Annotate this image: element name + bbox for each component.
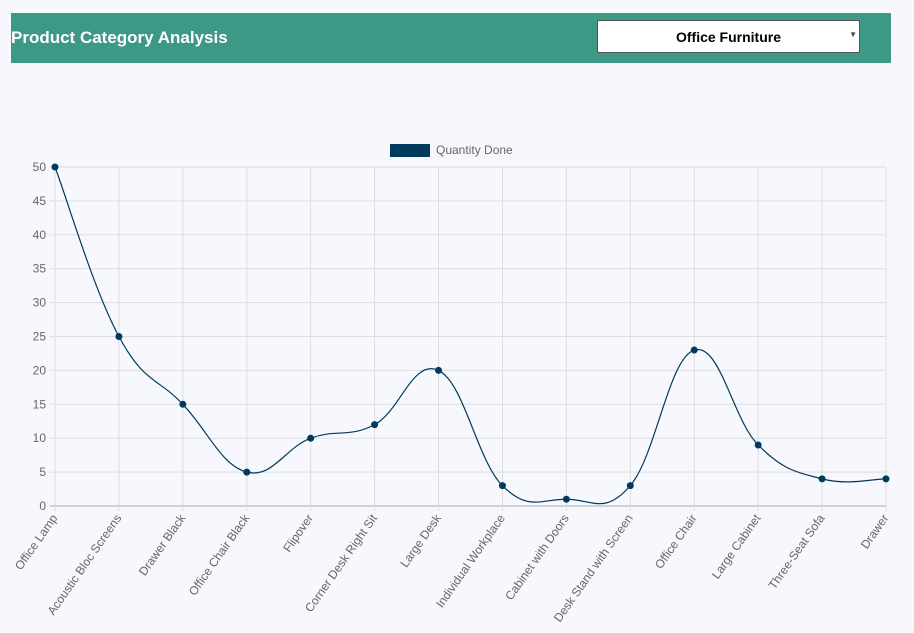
- category-select-value: Office Furniture: [675, 29, 781, 45]
- legend-swatch: [390, 144, 430, 157]
- y-tick-label: 10: [33, 431, 47, 445]
- x-tick-label: Acoustic Bloc Screens: [44, 512, 124, 618]
- y-tick-label: 5: [39, 465, 46, 479]
- data-point[interactable]: [371, 421, 379, 429]
- y-tick-label: 30: [33, 296, 47, 310]
- chevron-down-icon: ▼: [849, 30, 857, 39]
- data-point[interactable]: [562, 495, 570, 503]
- x-tick-label: Large Cabinet: [709, 511, 764, 581]
- x-tick-label: Individual Workplace: [433, 511, 508, 610]
- x-tick-label: Corner Desk Right Sit: [302, 511, 380, 615]
- y-tick-label: 25: [33, 330, 47, 344]
- x-tick-label: Large Desk: [397, 511, 444, 570]
- y-tick-label: 15: [33, 397, 47, 411]
- data-point[interactable]: [51, 163, 59, 171]
- data-point[interactable]: [498, 482, 506, 490]
- data-point[interactable]: [754, 441, 762, 449]
- x-tick-label: Office Lamp: [12, 511, 61, 572]
- series-line-quantity-done: [54, 166, 887, 505]
- y-tick-label: 45: [33, 194, 47, 208]
- x-tick-label: Flipover: [280, 512, 316, 555]
- data-point[interactable]: [435, 366, 443, 374]
- category-select[interactable]: Office Furniture ▼: [597, 20, 860, 53]
- x-tick-label: Three-Seat Sofa: [766, 511, 828, 591]
- x-tick-label: Drawer Black: [136, 511, 189, 578]
- data-point[interactable]: [818, 475, 826, 483]
- legend[interactable]: Quantity Done: [390, 143, 513, 157]
- x-tick-label: Cabinet with Doors: [502, 512, 572, 603]
- page-title: Product Category Analysis: [11, 28, 228, 47]
- data-point[interactable]: [243, 468, 251, 476]
- data-point[interactable]: [307, 434, 315, 442]
- x-tick-label: Drawer: [858, 512, 892, 552]
- data-point[interactable]: [115, 333, 123, 340]
- y-tick-label: 0: [39, 499, 46, 513]
- data-point[interactable]: [690, 346, 698, 354]
- data-point[interactable]: [882, 475, 890, 483]
- legend-label: Quantity Done: [436, 143, 513, 157]
- data-point[interactable]: [179, 400, 187, 408]
- y-tick-label: 20: [33, 363, 47, 377]
- x-tick-label: Office Chair: [652, 512, 700, 572]
- x-tick-label: Office Chair Black: [186, 511, 253, 598]
- y-tick-label: 35: [33, 262, 47, 276]
- header-bar: Product Category Analysis Office Furnitu…: [11, 13, 891, 63]
- y-tick-label: 50: [33, 160, 47, 174]
- y-tick-label: 40: [33, 228, 47, 242]
- data-point[interactable]: [626, 482, 634, 490]
